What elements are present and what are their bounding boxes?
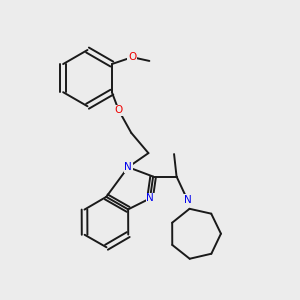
Text: N: N bbox=[124, 162, 132, 172]
Text: O: O bbox=[128, 52, 136, 62]
Text: N: N bbox=[184, 195, 191, 205]
Text: N: N bbox=[146, 194, 154, 203]
Text: O: O bbox=[115, 105, 123, 115]
